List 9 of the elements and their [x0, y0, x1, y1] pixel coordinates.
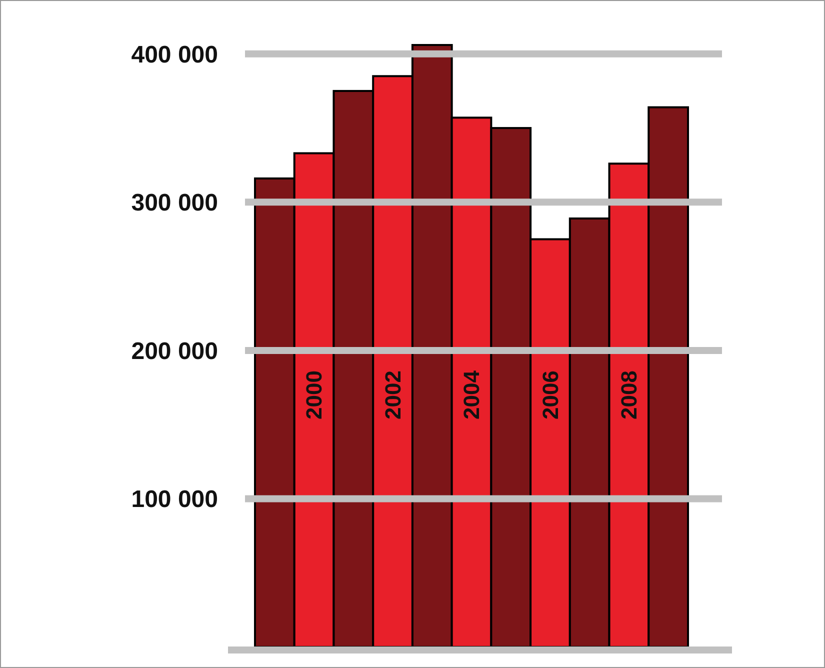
x-tick-label: 2000: [302, 370, 327, 420]
x-tick-label: 2002: [380, 370, 406, 420]
y-tick-label: 300 000: [131, 190, 218, 217]
x-tick-label: 2004: [459, 370, 484, 420]
y-tick-label: 200 000: [131, 338, 218, 365]
x-tick-label: 2006: [538, 370, 563, 420]
y-tick-label: 100 000: [131, 486, 218, 514]
y-tick-label: 400 000: [131, 41, 218, 68]
x-tick-label: 2008: [616, 370, 642, 420]
